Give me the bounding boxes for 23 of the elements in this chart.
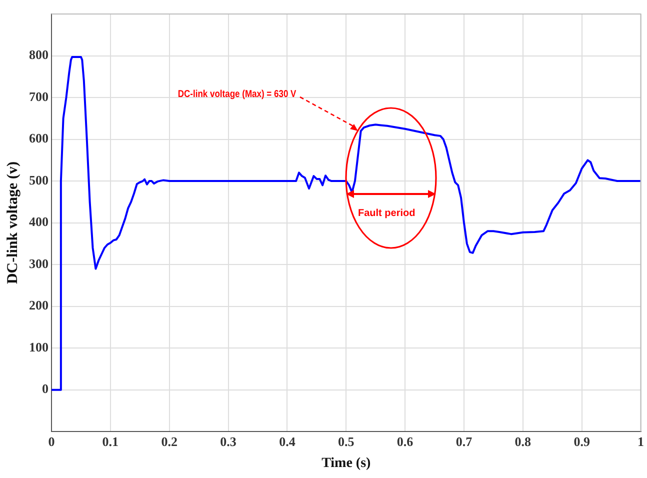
y-tick-label: 600 [29,130,48,146]
x-tick-label: 1 [638,434,644,449]
y-tick-label: 700 [29,88,48,104]
x-tick-label: 0.2 [161,434,178,449]
y-tick-label: 500 [29,172,48,188]
y-axis-title: DC-link voltage (v) [4,162,21,284]
annotation: Fault period [358,208,416,219]
x-tick-label: 0.8 [514,434,532,449]
y-tick-label: 800 [29,47,48,62]
x-tick-label: 0.5 [338,434,355,449]
x-axis-title: Time (s) [322,456,372,472]
x-tick-label: 0.7 [456,434,473,449]
x-tick-label: 0.4 [279,434,296,449]
y-tick-label: 300 [29,256,48,271]
y-tick-label: 400 [29,214,48,230]
x-tick-label: 0.1 [102,434,119,449]
x-tick-label: 0.6 [396,434,414,449]
annotation: DC-link voltage (Max) = 630 V [178,88,296,100]
x-tick-label: 0.3 [220,434,237,449]
y-tick-label: 0 [42,381,48,396]
x-tick-label: 0.9 [574,434,590,449]
y-tick-label: 200 [29,298,48,313]
y-tick-label: 100 [29,339,48,354]
